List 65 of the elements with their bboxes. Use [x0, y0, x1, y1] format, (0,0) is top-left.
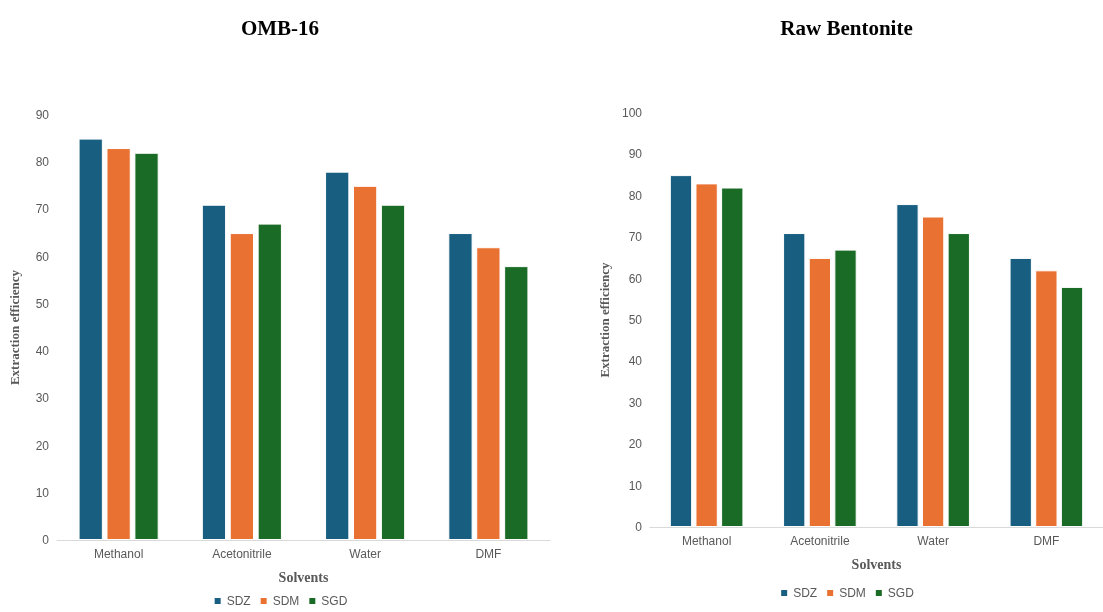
x-tick-label: DMF [1033, 534, 1060, 548]
y-tick-label: 20 [628, 437, 643, 452]
y-tick-label: 10 [628, 478, 643, 493]
bar [1009, 257, 1032, 527]
legend-label: SGD [321, 594, 348, 608]
bar [808, 257, 832, 527]
legend-label: SDZ [793, 586, 818, 600]
y-axis-title: Extraction efficiency [597, 261, 613, 378]
bar [1060, 286, 1084, 527]
y-tick-label: 10 [35, 485, 50, 500]
x-tick-label: DMF [475, 547, 502, 561]
x-tick-label: Acetonitrile [790, 534, 850, 548]
bar [896, 204, 919, 527]
y-tick-label: 40 [628, 354, 643, 369]
y-tick-label: 70 [35, 202, 50, 217]
x-tick-label: Water [349, 547, 381, 561]
bar [921, 216, 945, 527]
bar [134, 152, 159, 540]
bar [325, 171, 350, 540]
bar [1035, 270, 1058, 527]
bar [669, 175, 693, 527]
bar [352, 185, 378, 540]
bar [257, 223, 282, 540]
bar [201, 204, 227, 540]
y-tick-label: 100 [621, 106, 643, 120]
bar [229, 233, 255, 540]
bar [504, 266, 529, 540]
x-tick-label: Acetonitrile [212, 547, 272, 561]
y-tick-label: 90 [628, 147, 643, 162]
legend-label: SDM [272, 594, 300, 608]
y-tick-label: 80 [628, 188, 643, 203]
bar [476, 247, 501, 540]
x-axis-title: Solvents [278, 569, 329, 585]
legend-label: SDZ [226, 594, 251, 608]
bar [695, 183, 718, 527]
bar [721, 187, 744, 527]
chart-title: Raw Bentonite [780, 15, 913, 40]
x-tick-label: Water [917, 534, 949, 548]
y-tick-label: 50 [35, 296, 50, 311]
legend-label: SGD [887, 586, 915, 600]
chart-title: OMB-16 [240, 15, 320, 40]
y-tick-label: 70 [628, 230, 643, 245]
bar [78, 138, 103, 540]
y-tick-label: 30 [35, 391, 50, 406]
y-axis-title: Extraction efficiency [7, 269, 22, 386]
y-tick-label: 60 [628, 271, 643, 286]
legend-label: SDM [839, 586, 866, 600]
y-tick-label: 0 [635, 520, 643, 534]
bar [106, 148, 131, 540]
bar [947, 233, 970, 527]
y-tick-label: 0 [42, 533, 50, 547]
y-tick-label: 60 [35, 249, 50, 264]
bar [834, 249, 857, 527]
bar [380, 204, 406, 540]
y-tick-label: 40 [35, 344, 50, 359]
y-tick-label: 50 [628, 313, 643, 327]
bar [448, 233, 473, 540]
bar [783, 233, 806, 527]
y-tick-label: 90 [35, 108, 50, 122]
x-axis-title: Solvents [851, 556, 902, 572]
x-tick-label: Methanol [681, 534, 732, 548]
y-tick-label: 30 [628, 395, 643, 410]
x-tick-label: Methanol [93, 547, 144, 561]
y-tick-label: 20 [35, 438, 50, 453]
y-tick-label: 80 [35, 155, 50, 170]
